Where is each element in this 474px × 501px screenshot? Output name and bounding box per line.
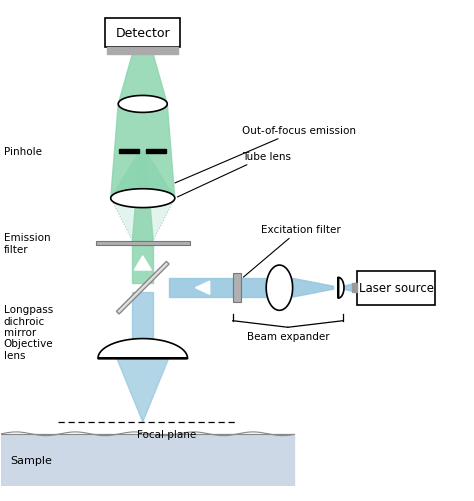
Polygon shape: [134, 257, 151, 271]
Polygon shape: [119, 149, 139, 154]
Polygon shape: [292, 279, 334, 298]
Polygon shape: [338, 278, 344, 299]
Text: Emission
filter: Emission filter: [4, 232, 50, 254]
Polygon shape: [118, 48, 167, 105]
Text: Beam expander: Beam expander: [246, 331, 329, 341]
Polygon shape: [132, 293, 153, 339]
Polygon shape: [117, 262, 169, 315]
Polygon shape: [108, 48, 178, 55]
Text: Sample: Sample: [10, 455, 52, 465]
Text: Detector: Detector: [116, 27, 170, 40]
Polygon shape: [266, 266, 292, 311]
Polygon shape: [98, 339, 188, 359]
Bar: [233, 274, 241, 303]
Polygon shape: [117, 359, 169, 422]
Polygon shape: [1, 434, 293, 485]
Text: Longpass
dichroic
mirror: Longpass dichroic mirror: [4, 305, 53, 338]
Text: Objective
lens: Objective lens: [4, 339, 54, 360]
Polygon shape: [111, 152, 175, 241]
Polygon shape: [196, 282, 210, 295]
Text: Tube lens: Tube lens: [177, 151, 291, 197]
Polygon shape: [352, 284, 357, 293]
Polygon shape: [111, 105, 175, 199]
FancyBboxPatch shape: [105, 19, 181, 48]
Text: Out-of-focus emission: Out-of-focus emission: [175, 126, 356, 183]
Polygon shape: [132, 246, 153, 284]
Polygon shape: [111, 189, 175, 208]
Bar: [96, 241, 190, 246]
Bar: [357, 271, 435, 305]
Text: Pinhole: Pinhole: [4, 147, 42, 157]
Polygon shape: [146, 149, 166, 154]
Polygon shape: [132, 152, 153, 241]
Polygon shape: [169, 279, 233, 298]
Text: Excitation filter: Excitation filter: [243, 224, 340, 278]
Polygon shape: [118, 96, 167, 113]
Polygon shape: [241, 279, 266, 298]
Text: Focal plane: Focal plane: [137, 429, 196, 439]
Polygon shape: [111, 152, 175, 199]
Polygon shape: [343, 284, 357, 293]
Text: Laser source: Laser source: [358, 282, 434, 295]
